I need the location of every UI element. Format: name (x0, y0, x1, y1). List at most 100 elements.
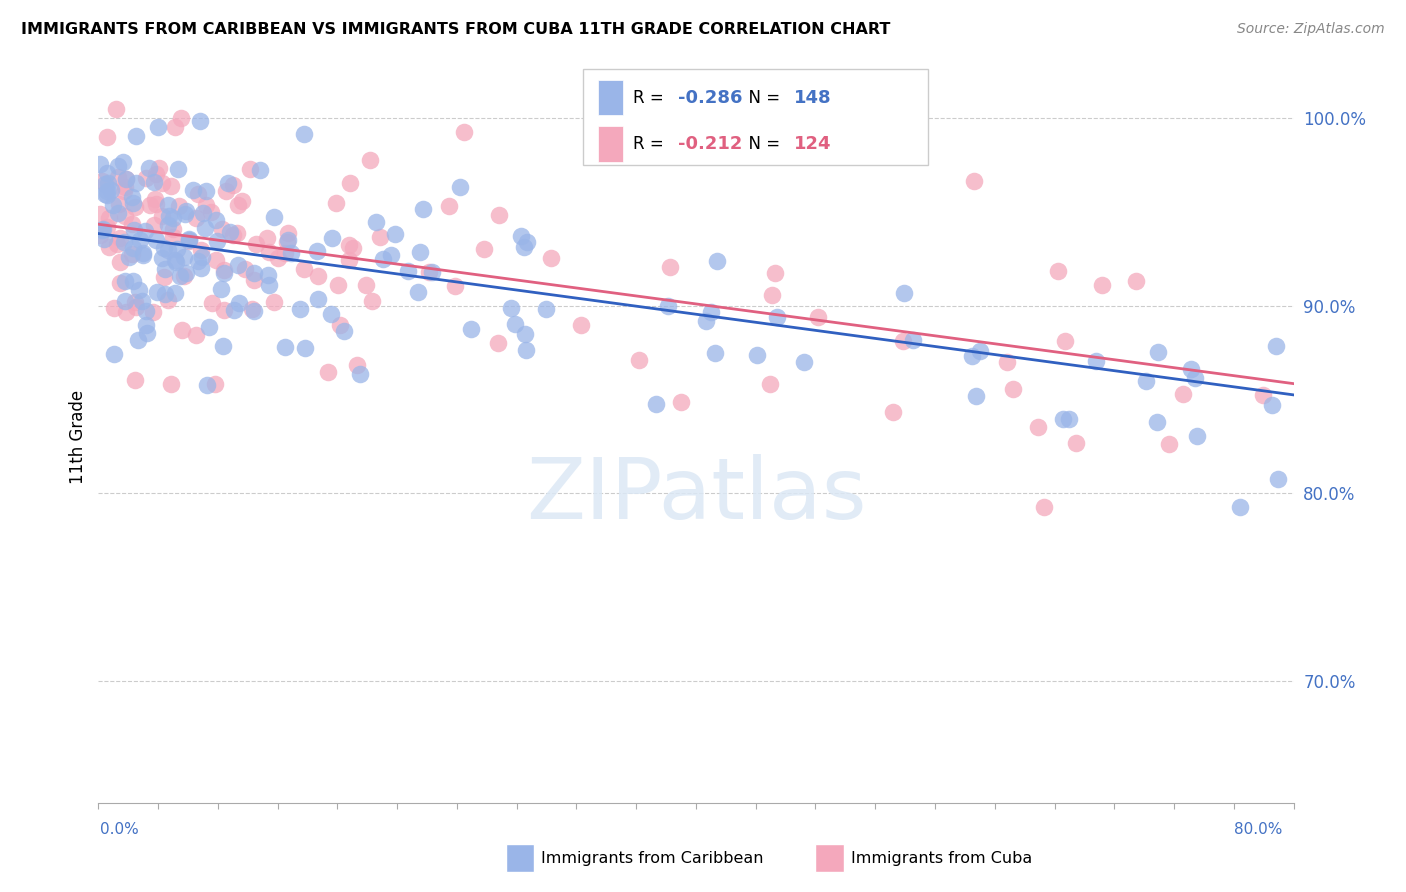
Point (162, 229, 184, 244)
Point (131, 293, 153, 308)
Point (516, 235, 538, 249)
Point (157, 293, 180, 308)
Point (420, 264, 443, 278)
Point (903, 333, 925, 347)
Point (107, 159, 129, 173)
Point (1002, 383, 1025, 397)
Text: Immigrants from Caribbean: Immigrants from Caribbean (541, 851, 763, 865)
Point (472, 242, 495, 256)
Point (513, 240, 536, 254)
Point (706, 254, 728, 268)
Point (132, 245, 155, 260)
Point (153, 270, 176, 285)
Point (121, 217, 143, 231)
Point (1171, 387, 1194, 401)
Point (107, 205, 129, 219)
Point (125, 129, 148, 144)
Point (294, 341, 316, 355)
Point (409, 245, 432, 260)
Point (969, 344, 991, 359)
Point (114, 274, 136, 288)
Text: 148: 148 (794, 88, 832, 106)
Point (122, 274, 145, 288)
Point (142, 305, 165, 319)
Point (184, 328, 207, 343)
Point (96, 130, 118, 145)
Point (100, 183, 122, 197)
Point (191, 205, 214, 219)
Point (135, 318, 157, 332)
Point (115, 304, 138, 318)
Point (157, 218, 180, 232)
Point (695, 314, 717, 328)
Text: Source: ZipAtlas.com: Source: ZipAtlas.com (1237, 22, 1385, 37)
Point (211, 339, 233, 353)
Point (156, 198, 179, 212)
Point (1264, 339, 1286, 353)
Point (222, 302, 245, 317)
Point (231, 194, 253, 208)
Point (174, 204, 197, 219)
Point (233, 262, 256, 277)
Text: R =: R = (633, 88, 669, 106)
Point (243, 266, 266, 280)
Text: 0.0%: 0.0% (100, 822, 139, 838)
Point (115, 172, 138, 186)
Point (267, 251, 290, 265)
Point (242, 301, 264, 316)
Point (292, 262, 315, 277)
Point (212, 263, 235, 277)
Point (807, 310, 830, 325)
Point (307, 244, 329, 259)
Point (157, 210, 180, 224)
Point (486, 336, 509, 351)
Point (209, 282, 232, 296)
Point (444, 278, 467, 293)
Point (259, 244, 281, 259)
Point (107, 169, 129, 184)
Point (184, 211, 207, 226)
Point (91, 223, 114, 237)
Point (174, 266, 197, 280)
Point (453, 125, 475, 139)
Point (148, 161, 170, 176)
Point (226, 198, 249, 212)
Point (513, 327, 536, 342)
Point (368, 230, 391, 244)
Point (148, 120, 170, 135)
Point (437, 199, 460, 213)
Point (169, 269, 191, 284)
Point (103, 347, 125, 361)
Point (700, 305, 723, 319)
Point (1157, 436, 1180, 450)
Point (337, 238, 360, 252)
Point (162, 221, 184, 235)
Point (212, 302, 235, 317)
Point (145, 196, 167, 211)
Point (359, 153, 381, 167)
Text: -0.212: -0.212 (678, 135, 742, 153)
Point (136, 326, 159, 341)
Point (108, 255, 131, 269)
Point (165, 254, 187, 268)
Point (205, 213, 228, 227)
Point (337, 253, 360, 268)
Point (108, 197, 131, 211)
Point (121, 190, 143, 204)
Point (569, 318, 592, 332)
Point (89, 228, 111, 243)
Point (89, 207, 111, 221)
Point (536, 302, 558, 317)
Text: -0.286: -0.286 (678, 88, 742, 106)
Point (346, 358, 368, 372)
Point (135, 304, 157, 318)
Point (449, 179, 471, 194)
Point (1229, 500, 1251, 514)
Point (217, 176, 239, 190)
Point (509, 228, 531, 243)
Point (657, 299, 679, 313)
Point (503, 318, 526, 332)
Point (150, 177, 173, 191)
Point (1135, 374, 1157, 388)
Point (962, 349, 984, 363)
